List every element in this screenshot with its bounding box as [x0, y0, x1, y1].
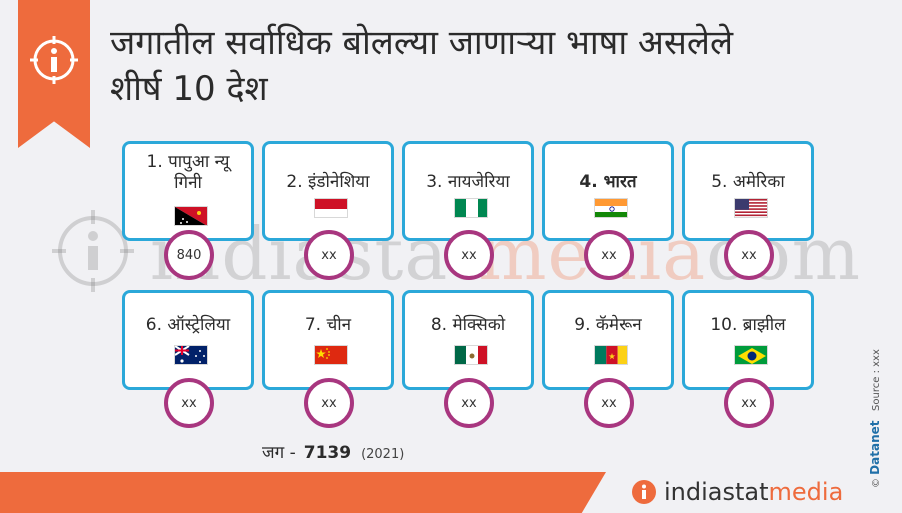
footer-bar	[0, 472, 606, 513]
value-badge-1: 840	[164, 230, 214, 280]
cameroon-flag	[594, 345, 628, 365]
country-name: 1. पापुआ न्यू गिनी	[146, 152, 230, 193]
brand-text: indiastatmedia	[664, 478, 844, 506]
country-card-10: 10. ब्राझील	[682, 290, 814, 390]
brand-logo: indiastatmedia	[630, 474, 843, 510]
page-title: जगातील सर्वाधिक बोलल्या जाणाऱ्या भाषा अस…	[110, 20, 850, 112]
country-name: 8. मेक्सिको	[430, 315, 506, 335]
value-badge-2: xx	[304, 230, 354, 280]
country-name: 5. अमेरिका	[711, 172, 785, 192]
papua-new-guinea-flag	[174, 206, 208, 226]
australia-flag	[174, 345, 208, 365]
datanet-label: Datanet	[868, 420, 882, 475]
value-badge-5: xx	[724, 230, 774, 280]
title-line-1: जगातील सर्वाधिक बोलल्या जाणाऱ्या भाषा अस…	[110, 23, 733, 63]
country-card-2: 2. इंडोनेशिया	[262, 141, 394, 241]
country-name: 9. कॅमेरून	[574, 315, 642, 335]
source-credit: © Datanet Source : xxx	[868, 288, 882, 488]
indonesia-flag	[314, 198, 348, 218]
country-card-7: 7. चीन	[262, 290, 394, 390]
world-value: 7139	[303, 443, 352, 463]
country-name: 3. नायजेरिया	[426, 172, 510, 192]
nigeria-flag	[454, 198, 488, 218]
source-label: Source : xxx	[871, 349, 882, 411]
value-badge-3: xx	[444, 230, 494, 280]
country-name: 6. ऑस्ट्रेलिया	[145, 315, 231, 335]
value-badge-4: xx	[584, 230, 634, 280]
year-label: (2021)	[361, 447, 405, 462]
title-line-2: शीर्ष 10 देश	[110, 69, 268, 109]
country-name: 2. इंडोनेशिया	[286, 172, 370, 192]
country-card-1: 1. पापुआ न्यू गिनी	[122, 141, 254, 241]
mexico-flag	[454, 345, 488, 365]
world-label: जग -	[262, 443, 296, 463]
value-badge-6: xx	[164, 378, 214, 428]
country-card-9: 9. कॅमेरून	[542, 290, 674, 390]
value-badge-10: xx	[724, 378, 774, 428]
country-card-5: 5. अमेरिका	[682, 141, 814, 241]
india-flag	[594, 198, 628, 218]
country-name: 7. चीन	[304, 315, 352, 335]
value-badge-9: xx	[584, 378, 634, 428]
usa-flag	[734, 198, 768, 218]
value-badge-7: xx	[304, 378, 354, 428]
country-name: 10. ब्राझील	[710, 315, 786, 335]
brazil-flag	[734, 345, 768, 365]
country-card-4: 4. भारत	[542, 141, 674, 241]
country-name: 4. भारत	[579, 172, 637, 192]
country-card-6: 6. ऑस्ट्रेलिया	[122, 290, 254, 390]
china-flag	[314, 345, 348, 365]
info-ribbon	[18, 0, 90, 148]
brand-info-icon	[632, 480, 656, 504]
info-icon	[30, 36, 78, 84]
country-card-8: 8. मेक्सिको	[402, 290, 534, 390]
world-total: जग - 7139 (2021)	[262, 440, 404, 463]
value-badge-8: xx	[444, 378, 494, 428]
copyright-symbol: ©	[871, 478, 882, 488]
country-card-3: 3. नायजेरिया	[402, 141, 534, 241]
